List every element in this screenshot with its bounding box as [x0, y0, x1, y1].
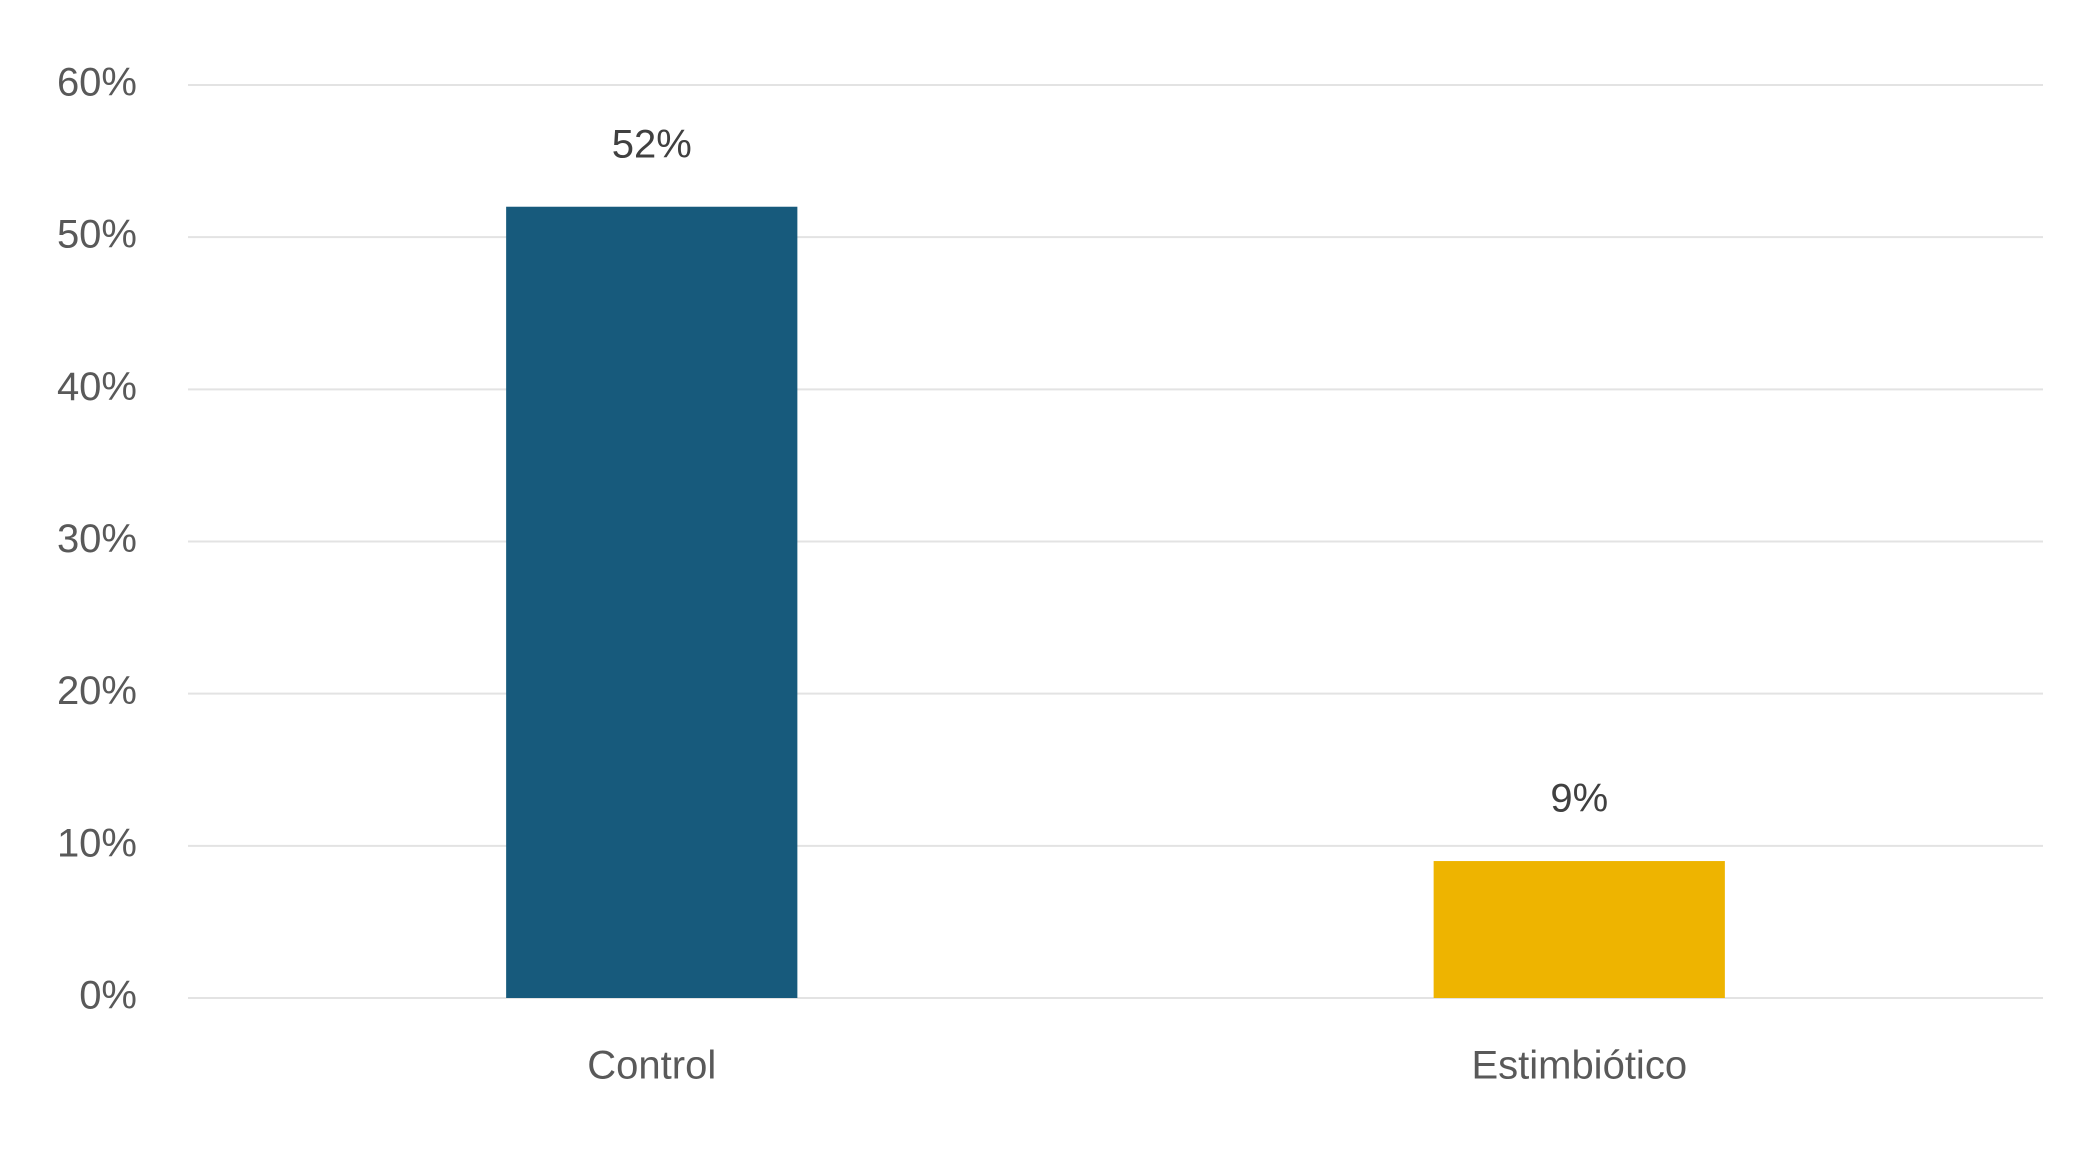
y-tick-label: 50% — [57, 213, 137, 257]
y-tick-label: 30% — [57, 517, 137, 561]
bar — [506, 206, 798, 998]
y-tick-label: 40% — [57, 365, 137, 409]
y-tick-label: 0% — [79, 974, 137, 1018]
x-tick-label: Control — [587, 1044, 716, 1088]
x-tick-label: Estimbiótico — [1471, 1044, 1687, 1088]
data-label: 52% — [612, 122, 692, 166]
y-tick-label: 10% — [57, 821, 137, 865]
bar — [1433, 861, 1725, 998]
y-tick-label: 20% — [57, 669, 137, 713]
data-label: 9% — [1550, 777, 1608, 821]
y-tick-label: 60% — [57, 61, 137, 105]
